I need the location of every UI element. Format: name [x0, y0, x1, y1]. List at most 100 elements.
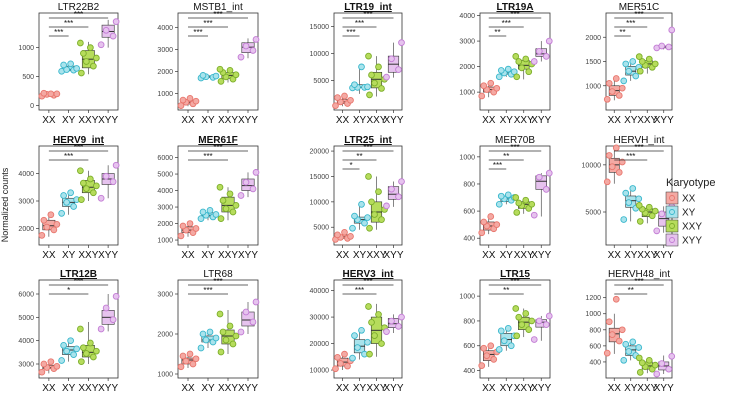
y-tick-label: 500 — [22, 74, 34, 81]
data-point — [219, 328, 227, 336]
x-tick-label: XX — [608, 383, 622, 394]
panel-title: LTR68 — [203, 269, 233, 280]
data-point — [490, 356, 498, 363]
data-point — [636, 369, 644, 376]
data-point — [332, 102, 339, 110]
x-tick-label: XY — [500, 115, 514, 126]
data-point — [242, 308, 250, 316]
data-point — [636, 67, 644, 75]
data-point — [612, 295, 620, 303]
data-point — [635, 354, 643, 362]
x-tick-label: XX — [482, 250, 496, 261]
data-point — [60, 341, 67, 349]
data-point — [636, 218, 644, 225]
x-tick-label: XX — [482, 383, 496, 394]
significance-bracket: *** — [188, 143, 248, 152]
data-point — [102, 172, 110, 180]
significance-label: *** — [363, 277, 372, 286]
box-XX — [332, 92, 354, 110]
data-point — [217, 77, 225, 85]
data-point — [102, 26, 110, 34]
data-point — [493, 221, 501, 229]
legend: Karyotype XX XY XXY XYY — [665, 177, 716, 247]
data-point — [398, 313, 405, 321]
y-tick-label: 400 — [589, 359, 601, 366]
box-XXY — [77, 167, 100, 203]
data-point — [383, 328, 390, 335]
significance-label: *** — [64, 152, 73, 161]
y-tick-label: 1000 — [585, 311, 601, 318]
box-XX — [603, 75, 626, 103]
panel-title: HERVH48_int — [608, 269, 670, 280]
data-point — [337, 360, 344, 367]
data-point — [217, 215, 225, 222]
x-tick-label: XY — [201, 250, 215, 261]
significance-label: *** — [74, 277, 83, 286]
y-tick-label: 2000 — [157, 332, 173, 339]
significance-bracket: ** — [614, 28, 631, 37]
data-point — [603, 178, 611, 186]
data-point — [378, 85, 385, 92]
x-tick-label: XYY — [98, 115, 118, 126]
data-point — [226, 322, 234, 330]
data-point — [351, 332, 358, 339]
data-point — [605, 318, 613, 326]
panel-title: LTR15 — [500, 269, 530, 280]
data-point — [97, 41, 105, 49]
data-point — [625, 67, 633, 75]
data-point — [368, 198, 375, 206]
data-point — [542, 186, 550, 193]
data-point — [493, 84, 501, 92]
data-point — [658, 210, 666, 218]
data-point — [358, 326, 365, 334]
x-tick-label: XX — [336, 250, 350, 261]
significance-label: *** — [355, 286, 364, 295]
box-XYY — [383, 313, 405, 335]
data-point — [77, 39, 84, 47]
significance-label: *** — [355, 19, 364, 28]
y-tick-label: 4000 — [459, 13, 475, 20]
data-point — [332, 365, 339, 373]
data-point — [515, 58, 523, 65]
y-tick-label: 1000 — [459, 294, 475, 301]
y-tick-label: 800 — [463, 181, 475, 188]
x-tick-label: XX — [42, 250, 56, 261]
y-tick-label: 400 — [463, 368, 475, 375]
data-point — [629, 338, 637, 346]
x-tick-label: XXY — [366, 250, 386, 261]
data-point — [216, 65, 224, 73]
data-point — [47, 211, 55, 219]
data-point — [177, 232, 185, 240]
data-point — [349, 224, 356, 232]
legend-item-XY: XY — [665, 205, 696, 219]
significance-bracket: *** — [188, 10, 248, 19]
significance-bracket: ** — [488, 286, 524, 295]
data-point — [212, 72, 220, 80]
panel-title: LTR12B — [60, 269, 97, 280]
data-point — [249, 318, 257, 326]
data-point — [622, 340, 630, 348]
data-point — [53, 221, 61, 228]
box-XY — [495, 325, 518, 353]
significance-bracket: ** — [614, 286, 648, 295]
data-point — [109, 316, 117, 324]
data-point — [87, 339, 94, 347]
x-tick-label: XY — [62, 383, 76, 394]
data-point — [500, 337, 508, 345]
box-XYY — [237, 169, 260, 199]
x-tick-label: XYY — [531, 250, 551, 261]
box-XXY — [216, 310, 240, 356]
significance-bracket: *** — [342, 28, 360, 37]
significance-label: *** — [634, 277, 643, 286]
data-point — [63, 66, 70, 73]
significance-bracket: *** — [188, 28, 208, 37]
significance-label: *** — [363, 143, 372, 152]
y-tick-label: 1000 — [459, 90, 475, 97]
data-point — [229, 208, 237, 216]
x-tick-label: XXY — [514, 383, 534, 394]
